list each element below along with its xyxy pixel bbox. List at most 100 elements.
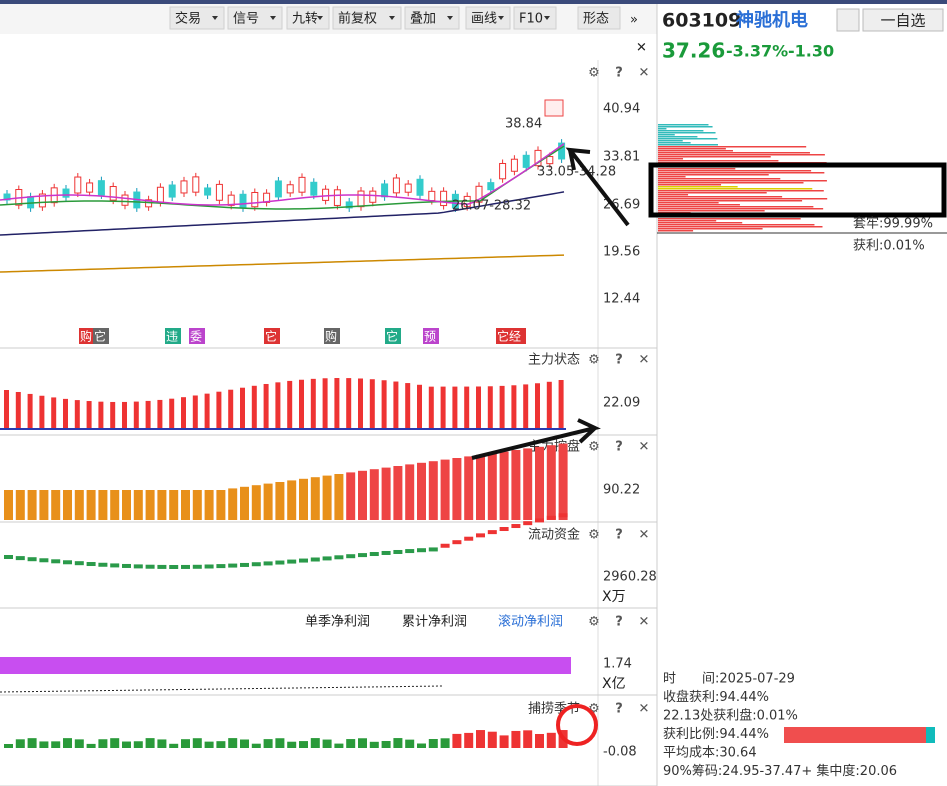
- close-icon[interactable]: ✕: [636, 41, 647, 56]
- panel-icon[interactable]: ✕: [639, 353, 650, 368]
- panel-icon[interactable]: ✕: [639, 615, 650, 630]
- season-bar: [98, 739, 108, 748]
- dropdown-arrow: [447, 16, 453, 20]
- candle: [286, 184, 294, 194]
- control-bar: [523, 448, 533, 520]
- candle: [227, 194, 235, 206]
- tab[interactable]: 累计净利润: [402, 615, 467, 630]
- toolbar-button[interactable]: [577, 6, 621, 30]
- tab[interactable]: 滚动净利润: [498, 614, 563, 630]
- toolbar-button[interactable]: [404, 6, 460, 30]
- flow-bar: [523, 521, 533, 526]
- flow-bar: [417, 548, 426, 553]
- tab[interactable]: 单季净利润: [305, 615, 370, 630]
- toolbar-label[interactable]: 交易: [175, 11, 201, 27]
- state-bar: [251, 385, 257, 430]
- season-bar: [523, 730, 533, 748]
- panel-icon[interactable]: ⚙: [588, 440, 600, 455]
- control-bar: [358, 470, 367, 520]
- toolbar-label[interactable]: 画线: [471, 12, 497, 27]
- state-bar: [523, 384, 529, 430]
- toolbar-label[interactable]: 前复权: [338, 11, 377, 27]
- state-bar: [452, 386, 458, 430]
- panel-icon[interactable]: ⚙: [588, 528, 600, 543]
- toolbar-button[interactable]: [513, 6, 557, 30]
- marker-label: 它: [386, 329, 398, 344]
- panel-icon[interactable]: ✕: [639, 702, 650, 717]
- state-bar: [98, 401, 104, 430]
- toolbar-label[interactable]: 形态: [583, 12, 609, 27]
- panel-icon[interactable]: ⚙: [588, 353, 600, 368]
- control-bar: [157, 490, 167, 520]
- panel-icon[interactable]: ⚙: [588, 615, 600, 630]
- season-bar: [511, 730, 521, 748]
- panel-icon[interactable]: ✕: [639, 528, 650, 543]
- control-bar: [181, 490, 190, 520]
- marker-box: [496, 328, 526, 344]
- panel-icon[interactable]: ⚙: [588, 66, 600, 81]
- chip-info: 22.13处获利盘:0.01%: [663, 708, 798, 724]
- toolbar-label[interactable]: 九转: [292, 12, 318, 27]
- more-icon[interactable]: »: [630, 13, 638, 28]
- watchlist-label[interactable]: 一自选: [880, 12, 925, 30]
- season-bar: [263, 739, 273, 748]
- control-bar: [417, 462, 426, 520]
- flow-bar: [204, 564, 214, 569]
- price-annotation: 26.07-28.32: [452, 199, 531, 214]
- panel-icon[interactable]: ?: [615, 353, 623, 368]
- flow-bar: [98, 562, 108, 567]
- season-bar: [27, 738, 37, 748]
- flow-bar: [74, 561, 84, 566]
- dropdown-arrow: [212, 16, 218, 20]
- chip-bar: [658, 208, 824, 210]
- control-bar: [535, 446, 544, 520]
- control-bar: [122, 490, 131, 520]
- season-bar: [499, 735, 509, 748]
- stock-name: 神驰机电: [736, 9, 808, 31]
- toolbar-button[interactable]: [169, 6, 225, 30]
- dropdown-arrow: [317, 16, 323, 20]
- candle: [274, 180, 282, 198]
- control-bar: [452, 458, 462, 520]
- alert-button[interactable]: [836, 8, 860, 32]
- control-bar: [558, 443, 568, 520]
- flow-bar: [4, 555, 13, 559]
- panel-icon[interactable]: ?: [615, 702, 623, 717]
- panel-icon[interactable]: ?: [615, 528, 623, 543]
- chip-bar: [658, 168, 736, 170]
- state-bar: [15, 391, 21, 430]
- state-bar: [74, 400, 80, 430]
- season-bar: [4, 744, 13, 748]
- toolbar-label[interactable]: 信号: [233, 12, 259, 27]
- state-bar: [535, 383, 540, 430]
- marker-box: [423, 328, 439, 344]
- watchlist-button[interactable]: [862, 8, 944, 32]
- chip-bar: [658, 192, 767, 194]
- candle: [369, 190, 377, 203]
- candle: [168, 184, 176, 198]
- candle: [558, 142, 566, 160]
- marker-label: 预: [424, 330, 436, 344]
- marker-label: 购: [80, 329, 92, 344]
- dropdown-arrow: [544, 16, 550, 20]
- chip-bar: [658, 186, 738, 188]
- panel-icon[interactable]: ?: [615, 615, 623, 630]
- flow-bar: [216, 564, 226, 569]
- chip-bar: [658, 136, 698, 138]
- panel-icon[interactable]: ?: [615, 440, 623, 455]
- panel-icon[interactable]: ⚙: [588, 702, 600, 717]
- chip-bar: [658, 158, 684, 160]
- chip-bar: [658, 184, 722, 186]
- toolbar-label[interactable]: F10: [519, 12, 543, 27]
- toolbar-label[interactable]: 叠加: [410, 12, 436, 27]
- flow-bar: [381, 550, 391, 555]
- toolbar-button[interactable]: [227, 6, 283, 30]
- toolbar-button[interactable]: [465, 6, 511, 30]
- toolbar-button[interactable]: [286, 6, 330, 30]
- dropdown-arrow: [389, 16, 395, 20]
- panel-icon[interactable]: ?: [615, 66, 623, 81]
- panel-icon[interactable]: ✕: [639, 440, 650, 455]
- toolbar-button[interactable]: [332, 6, 402, 30]
- panel-icon[interactable]: ✕: [639, 66, 650, 81]
- marker-box: [93, 328, 109, 344]
